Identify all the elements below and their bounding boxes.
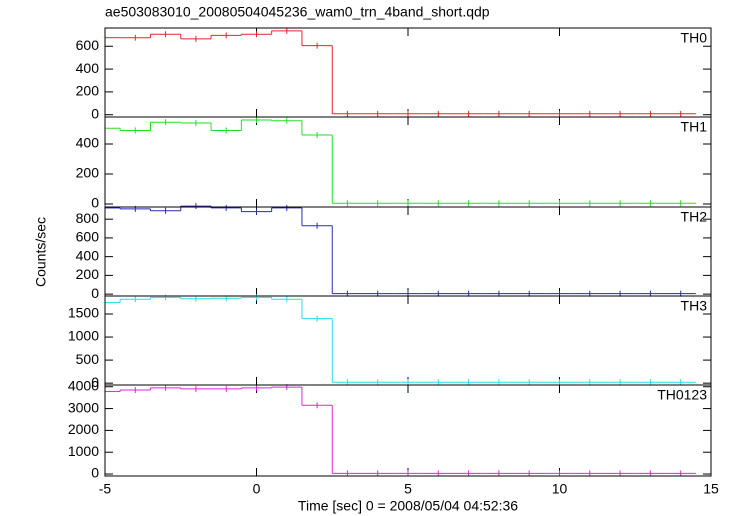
- y-tick-label: 0: [91, 195, 99, 211]
- x-tick-label: 10: [552, 481, 568, 497]
- x-tick-label: -5: [99, 481, 112, 497]
- panel-label: TH2: [681, 209, 708, 225]
- panel-frame: [104, 116, 712, 208]
- y-tick-label: 1500: [68, 305, 99, 321]
- x-tick-label: 0: [253, 481, 261, 497]
- y-tick-label: 1000: [68, 443, 99, 459]
- y-tick-label: 600: [76, 37, 100, 53]
- panel-frame: [104, 206, 712, 297]
- y-tick-label: 3000: [68, 399, 99, 415]
- panel-frame: [104, 295, 712, 386]
- y-tick-label: 0: [91, 465, 99, 481]
- y-tick-label: 400: [76, 247, 100, 263]
- y-tick-label: 200: [76, 165, 100, 181]
- y-tick-label: 600: [76, 229, 100, 245]
- y-tick-label: 200: [76, 83, 100, 99]
- y-axis-label: Counts/sec: [33, 217, 49, 287]
- y-tick-label: 200: [76, 266, 100, 282]
- y-tick-label: 1000: [68, 328, 99, 344]
- chart-title: ae503083010_20080504045236_wam0_trn_4ban…: [105, 4, 490, 20]
- x-tick-label: 15: [703, 481, 719, 497]
- y-tick-label: 2000: [68, 421, 99, 437]
- y-tick-label: 4000: [68, 377, 99, 393]
- panel-label: TH0123: [657, 387, 707, 403]
- y-tick-label: 500: [76, 351, 100, 367]
- y-tick-label: 0: [91, 105, 99, 121]
- panel-frame: [104, 384, 712, 477]
- x-tick-label: 5: [404, 481, 412, 497]
- panel-label: TH0: [681, 30, 708, 46]
- y-tick-label: 0: [91, 285, 99, 301]
- panel-label: TH1: [681, 119, 708, 135]
- y-tick-label: 400: [76, 60, 100, 76]
- panel-label: TH3: [681, 298, 708, 314]
- y-tick-label: 400: [76, 135, 100, 151]
- y-tick-label: 800: [76, 210, 100, 226]
- y-tick-label: 0: [91, 374, 99, 390]
- x-axis-label: Time [sec] 0 = 2008/05/04 04:52:36: [298, 498, 518, 514]
